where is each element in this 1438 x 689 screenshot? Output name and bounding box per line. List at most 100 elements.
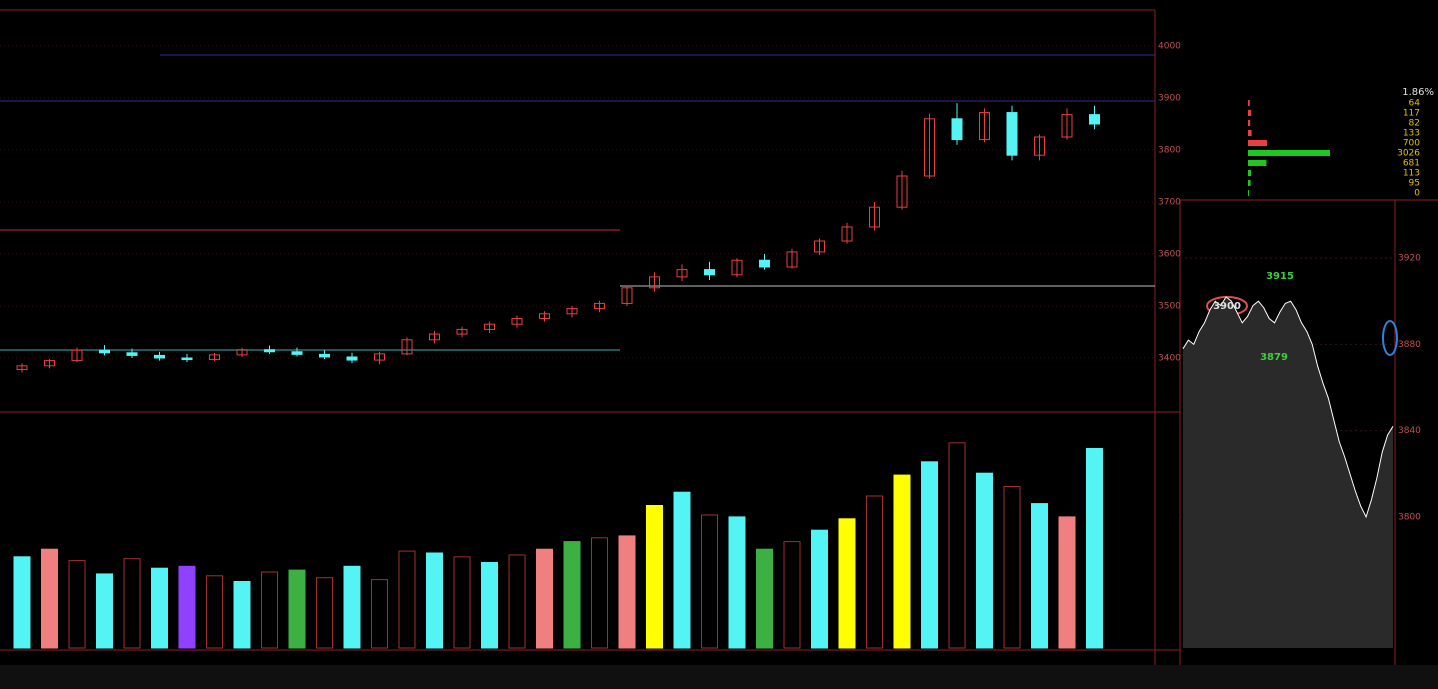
candle-body (896, 175, 908, 208)
volume-bar (178, 565, 196, 649)
volume-bar (316, 577, 333, 649)
y-tick-label: 3800 (1398, 512, 1421, 522)
order-bar (1248, 140, 1267, 146)
volume-bar (646, 505, 663, 649)
candle-body (676, 269, 688, 278)
y-tick-label: 3700 (1158, 198, 1181, 208)
volume-bar (976, 472, 993, 649)
volume-bar (1058, 516, 1076, 649)
order-volume: 0 (1414, 189, 1420, 199)
candle-body (704, 269, 715, 276)
candle-body (209, 354, 220, 361)
volume-bar (1086, 448, 1103, 649)
candle-body (374, 353, 385, 361)
volume-bar (811, 529, 828, 649)
order-volume: 133 (1403, 129, 1420, 139)
candle-body (759, 259, 770, 268)
volume-bar (261, 571, 278, 649)
candle-body (71, 349, 83, 362)
volume-bar (591, 537, 608, 649)
candle-body (99, 349, 110, 354)
annotation: 3915 (1266, 271, 1294, 282)
volume-bar (96, 573, 113, 649)
candle-body (1061, 114, 1073, 138)
candle-body (594, 302, 605, 310)
candle-body (869, 206, 880, 228)
candle-body (346, 356, 358, 361)
y-tick-label: 3500 (1158, 302, 1181, 312)
order-bar (1248, 120, 1251, 126)
candle-body (841, 226, 853, 242)
y-tick-label: 4000 (1158, 42, 1181, 52)
volume-bar (453, 556, 471, 649)
annotation: 3900 (1213, 301, 1241, 312)
order-bar (1248, 190, 1249, 196)
order-volume: 82 (1409, 119, 1420, 129)
volume-bar (948, 442, 966, 649)
candle-body (401, 339, 413, 355)
volume-bar (206, 575, 223, 649)
candle-body (731, 259, 743, 276)
volume-bar (866, 495, 883, 649)
candle-body (181, 357, 193, 361)
candle-body (291, 351, 303, 355)
y-tick-label: 3880 (1398, 340, 1421, 350)
candle-body (951, 118, 963, 141)
volume-bar (701, 514, 718, 649)
candle-body (814, 240, 825, 253)
candle-body (484, 323, 495, 330)
volume-bar (288, 569, 306, 649)
order-bar (1248, 160, 1267, 166)
volume-bar (426, 552, 443, 649)
order-bar (1248, 170, 1252, 176)
volume-bar (536, 548, 553, 649)
order-volume: 64 (1409, 99, 1421, 109)
order-bar (1248, 110, 1252, 116)
volume-bar (398, 550, 416, 649)
volume-bar (756, 548, 773, 649)
highlight-circle (1382, 320, 1398, 356)
volume-bar (673, 491, 691, 649)
candle-body (1006, 112, 1018, 156)
status-bar (0, 665, 1438, 689)
volume-bar (921, 461, 938, 649)
candle-body (126, 352, 138, 356)
change-percent: 1.86% (1402, 87, 1434, 98)
volume-bar (838, 518, 856, 649)
candle-body (511, 317, 523, 325)
volume-bar (1003, 486, 1021, 649)
y-tick-label: 3920 (1398, 254, 1421, 264)
candle-body (539, 313, 550, 319)
candle-body (566, 308, 578, 315)
volume-bar (151, 567, 168, 649)
volume-bar (618, 535, 636, 649)
volume-bar (343, 565, 361, 649)
y-tick-label: 3600 (1158, 250, 1181, 260)
volume-bar (68, 560, 86, 649)
candle-body (319, 353, 330, 358)
volume-bar (13, 556, 31, 649)
volume-bar (508, 554, 526, 649)
order-bar (1248, 130, 1252, 136)
volume-bar (41, 548, 58, 649)
volume-bar (783, 541, 801, 649)
volume-bar (481, 562, 498, 649)
order-volume: 681 (1403, 159, 1420, 169)
y-tick-label: 3840 (1398, 426, 1421, 436)
y-tick-label: 3400 (1158, 354, 1181, 364)
volume-bar (1031, 503, 1048, 649)
candle-body (264, 349, 275, 353)
candle-body (649, 276, 660, 289)
order-volume: 95 (1409, 179, 1420, 189)
candle-body (621, 287, 633, 304)
candle-body (16, 365, 28, 370)
order-bar (1248, 180, 1251, 186)
candle-body (429, 333, 440, 341)
candle-body (924, 118, 935, 177)
candle-body (236, 349, 248, 356)
volume-bar (563, 541, 581, 649)
order-volume: 700 (1403, 139, 1420, 149)
order-volume: 113 (1403, 169, 1420, 179)
